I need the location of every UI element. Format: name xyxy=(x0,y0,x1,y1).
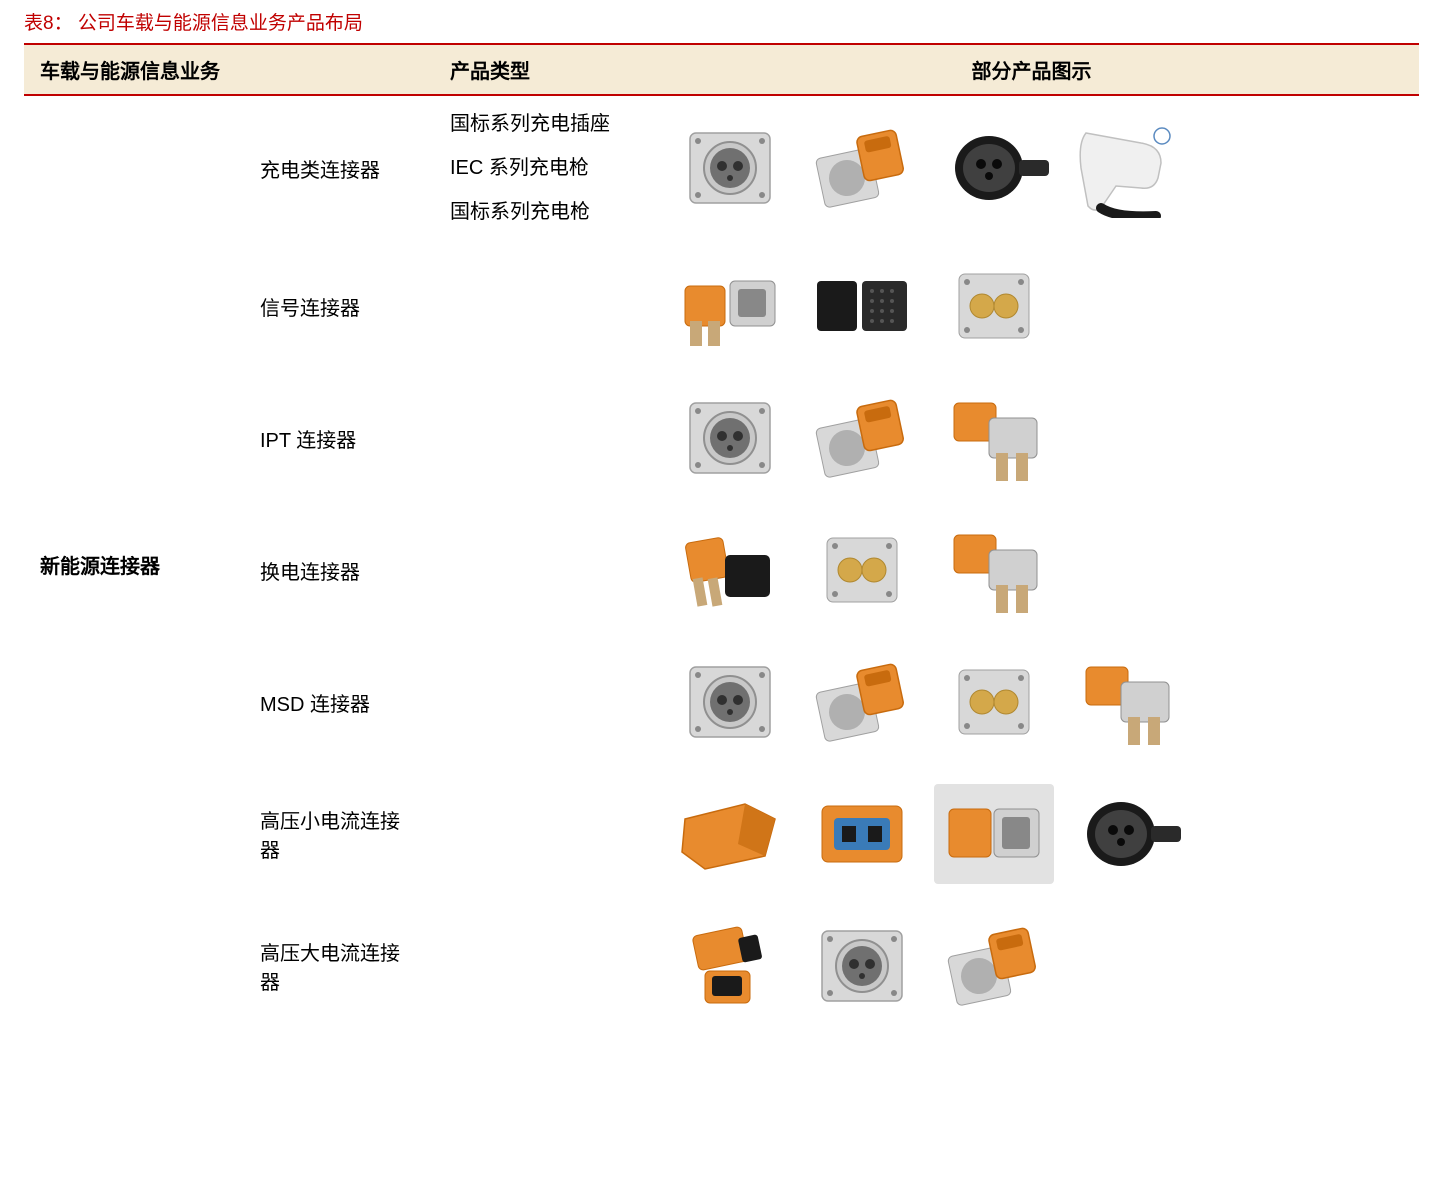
product-image-orange-silver-pair xyxy=(670,256,790,356)
product-subtype-cell xyxy=(434,636,644,768)
product-image-silver-round-socket xyxy=(802,916,922,1016)
product-image-silver-gold-2pin xyxy=(934,256,1054,356)
product-image-black-multi-pin xyxy=(802,256,922,356)
product-table: 车载与能源信息业务 产品类型 部分产品图示 新能源连接器充电类连接器国标系列充电… xyxy=(24,43,1419,1032)
product-image-orange-silver-elbow xyxy=(1066,652,1186,752)
col-header-business: 车载与能源信息业务 xyxy=(24,44,434,95)
product-image-silver-round-socket xyxy=(670,652,790,752)
product-image-black-round-plug xyxy=(934,118,1054,218)
product-image-orange-blue-plug xyxy=(802,784,922,884)
product-image-silver-orange-angled xyxy=(934,916,1054,1016)
product-subtype-cell xyxy=(434,900,644,1032)
product-images-cell xyxy=(644,95,1419,240)
product-type-cell: MSD 连接器 xyxy=(244,636,434,768)
product-image-silver-round-socket xyxy=(670,118,790,218)
product-image-silver-gold-2pin xyxy=(934,652,1054,752)
product-images-cell xyxy=(644,768,1419,900)
product-image-black-round-plug xyxy=(1066,784,1186,884)
product-type-cell: 充电类连接器 xyxy=(244,95,434,240)
table-row: 新能源连接器充电类连接器国标系列充电插座IEC 系列充电枪国标系列充电枪 xyxy=(24,95,1419,240)
table-caption: 表8： 公司车载与能源信息业务产品布局 xyxy=(0,0,1443,43)
product-subtype-cell xyxy=(434,372,644,504)
product-image-orange-black-stack xyxy=(670,916,790,1016)
product-subtype: 国标系列充电插座 xyxy=(450,102,628,146)
col-header-images: 部分产品图示 xyxy=(644,44,1419,95)
product-subtype-cell: 国标系列充电插座IEC 系列充电枪国标系列充电枪 xyxy=(434,95,644,240)
product-image-silver-orange-angled xyxy=(802,388,922,488)
product-image-white-charge-gun xyxy=(1066,118,1186,218)
product-images-cell xyxy=(644,900,1419,1032)
product-image-silver-round-socket xyxy=(670,388,790,488)
product-image-orange-silver-elbow xyxy=(934,520,1054,620)
product-subtype-cell xyxy=(434,504,644,636)
product-type-cell: 换电连接器 xyxy=(244,504,434,636)
col-header-type: 产品类型 xyxy=(434,44,644,95)
product-images-cell xyxy=(644,372,1419,504)
product-subtype: 国标系列充电枪 xyxy=(450,190,628,234)
product-type-cell: 高压大电流连接器 xyxy=(244,900,434,1032)
category-cell: 新能源连接器 xyxy=(24,95,244,1032)
product-image-orange-silver-elbow xyxy=(934,388,1054,488)
product-images-cell xyxy=(644,504,1419,636)
product-type-cell: 信号连接器 xyxy=(244,240,434,372)
product-subtype-cell xyxy=(434,240,644,372)
product-image-silver-gold-2pin xyxy=(802,520,922,620)
product-type-cell: IPT 连接器 xyxy=(244,372,434,504)
table-header-row: 车载与能源信息业务 产品类型 部分产品图示 xyxy=(24,44,1419,95)
product-subtype-cell xyxy=(434,768,644,900)
product-image-orange-black-small xyxy=(670,520,790,620)
product-image-silver-orange-angled xyxy=(802,118,922,218)
product-subtype: IEC 系列充电枪 xyxy=(450,146,628,190)
product-image-silver-orange-angled xyxy=(802,652,922,752)
product-images-cell xyxy=(644,240,1419,372)
product-image-orange-block xyxy=(670,784,790,884)
product-images-cell xyxy=(644,636,1419,768)
product-image-orange-silver-grey xyxy=(934,784,1054,884)
product-type-cell: 高压小电流连接器 xyxy=(244,768,434,900)
